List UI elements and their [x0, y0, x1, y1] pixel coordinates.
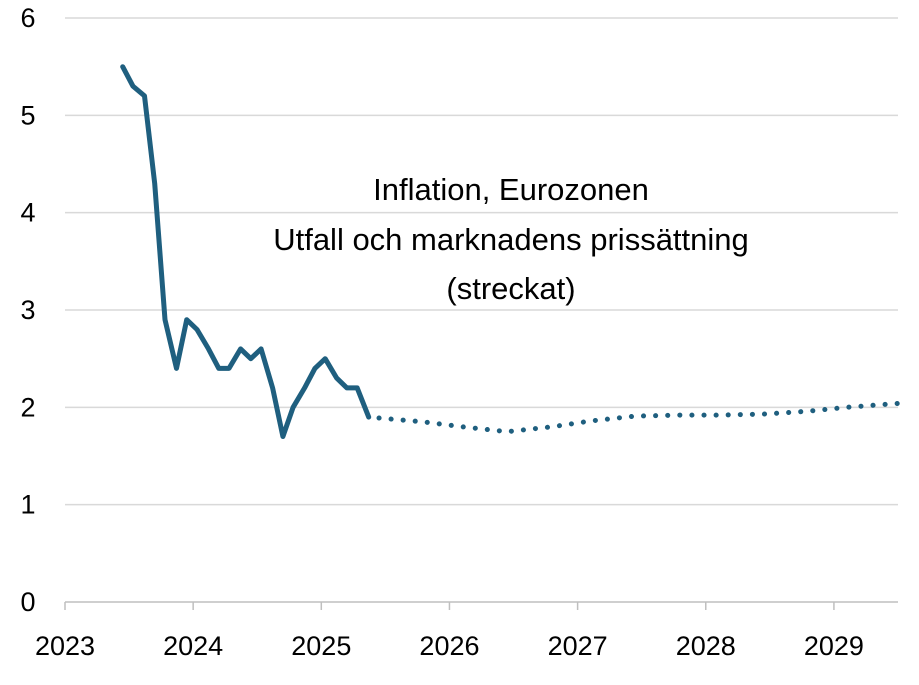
x-tick-label-2026: 2026	[419, 631, 479, 661]
y-tick-label-5: 5	[20, 100, 35, 130]
y-tick-label-6: 6	[20, 3, 35, 33]
chart-title: Inflation, Eurozonen Utfall och marknaden…	[273, 172, 749, 306]
x-tick-label-2024: 2024	[163, 631, 223, 661]
actual-solid-line	[120, 64, 372, 439]
chart-title-line-1: Inflation, Eurozonen	[373, 172, 649, 207]
y-tick-label-1: 1	[20, 490, 35, 520]
y-tick-label-2: 2	[20, 392, 35, 422]
tick-labels: 2023 2024 2025 2026 2027 2028 2029 0 1 2 3 4 5 6	[20, 3, 863, 661]
y-tick-label-0: 0	[20, 587, 35, 617]
chart-title-line-3: (streckat)	[446, 271, 575, 306]
chart-axes	[64, 601, 898, 610]
x-tick-label-2023: 2023	[35, 631, 95, 661]
y-tick-label-4: 4	[20, 198, 35, 228]
horizontal-gridlines	[65, 17, 898, 506]
x-tick-label-2027: 2027	[548, 631, 608, 661]
y-tick-label-3: 3	[20, 295, 35, 325]
x-tick-label-2029: 2029	[804, 631, 864, 661]
series-layer	[120, 64, 901, 439]
x-tick-label-2025: 2025	[291, 631, 351, 661]
chart-title-line-2: Utfall och marknadens prissättning	[273, 222, 749, 257]
x-tick-label-2028: 2028	[676, 631, 736, 661]
